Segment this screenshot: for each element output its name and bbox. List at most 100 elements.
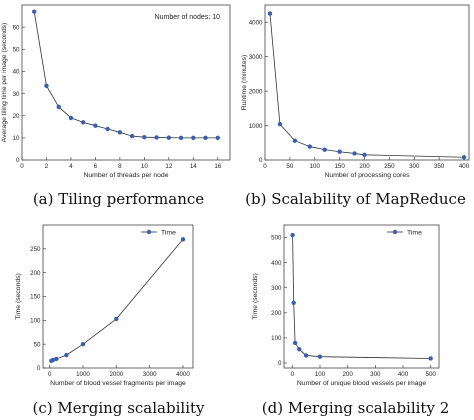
data-point — [292, 340, 298, 346]
series-line — [269, 13, 465, 158]
x-tick-label: 0 — [48, 371, 52, 378]
data-point — [154, 135, 159, 140]
data-point — [166, 135, 172, 140]
data-point — [303, 353, 309, 358]
y-axis-label: Time (seconds) — [15, 273, 22, 320]
chart-annotation: Number of nodes: 10 — [155, 14, 220, 21]
x-tick-label: 200 — [342, 371, 353, 378]
x-tick-label: 200 — [359, 163, 370, 170]
x-tick-label: 10 — [141, 163, 148, 170]
y-tick-label: 10 — [13, 135, 20, 142]
x-tick-label: 50 — [286, 163, 293, 170]
x-tick-label: 250 — [384, 163, 395, 170]
chart-panel-b: 0 50 100 150 200 250 300 350 400 0 1000 2000 3000 400… — [237, 0, 474, 210]
data-point — [362, 152, 367, 158]
y-tick-label: 100 — [30, 318, 41, 325]
series-line — [51, 239, 184, 362]
x-tick-label: 100 — [315, 371, 326, 378]
data-point — [129, 133, 135, 139]
x-tick-label: 14 — [190, 163, 197, 170]
data-point — [317, 354, 323, 359]
data-point — [142, 134, 147, 140]
data-point — [297, 346, 302, 352]
plot-frame — [42, 224, 194, 369]
y-tick-label: 0 — [259, 157, 263, 164]
y-tick-label: 150 — [30, 294, 41, 301]
data-point — [64, 352, 69, 358]
y-tick-label: 20 — [13, 113, 20, 120]
y-tick-label: 200 — [271, 310, 282, 317]
data-point — [80, 120, 86, 125]
y-tick-label: 40 — [13, 69, 20, 76]
data-point — [114, 316, 119, 322]
data-point — [292, 138, 298, 143]
data-point — [307, 144, 312, 149]
y-tick-label: 100 — [271, 335, 282, 342]
x-axis-label: Number of threads per node — [83, 172, 168, 179]
tiling-performance-chart: 0 2 4 6 8 10 12 14 16 0 10 20 30 40 50 60 Number of thre… — [1, 4, 231, 179]
x-tick-label: 12 — [165, 163, 172, 170]
x-tick-label: 300 — [370, 371, 381, 378]
x-tick-label: 400 — [398, 371, 409, 378]
legend-label: Time — [407, 230, 422, 237]
data-point — [80, 341, 86, 347]
x-tick-label: 4 — [69, 163, 73, 170]
data-point — [117, 130, 123, 135]
x-tick-label: 400 — [459, 163, 470, 170]
legend-label: Time — [161, 230, 176, 237]
data-point — [203, 135, 208, 141]
y-axis-label: Average tiling time per image (seconds) — [1, 23, 8, 143]
y-axis-label: Runtime (minutes) — [241, 55, 248, 111]
data-point — [277, 121, 283, 127]
x-tick-label: 500 — [426, 371, 437, 378]
y-tick-label: 3000 — [249, 54, 263, 61]
y-tick-label: 50 — [34, 341, 41, 348]
data-point — [461, 155, 467, 160]
data-point — [178, 135, 184, 141]
y-tick-label: 200 — [30, 270, 41, 277]
chart-caption: (b) Scalability of MapReduce — [245, 190, 466, 208]
y-tick-label: 2000 — [249, 88, 263, 95]
data-point — [44, 83, 49, 89]
chart-caption: (a) Tiling performance — [32, 190, 205, 208]
x-tick-label: 0 — [263, 163, 267, 170]
y-tick-label: 250 — [30, 246, 41, 253]
data-point — [267, 11, 273, 16]
x-tick-label: 300 — [409, 163, 420, 170]
data-point — [93, 123, 98, 128]
y-tick-label: 60 — [13, 24, 20, 31]
y-tick-label: 0 — [278, 360, 282, 367]
chart-panel-a: 0 2 4 6 8 10 12 14 16 0 10 20 30 40 50 60 Number of thre… — [0, 0, 237, 210]
y-tick-label: 300 — [271, 285, 282, 292]
x-tick-label: 1000 — [76, 371, 90, 378]
data-point — [215, 135, 220, 141]
series-line — [33, 11, 218, 139]
data-point — [68, 115, 74, 121]
data-point — [54, 356, 59, 362]
data-point — [180, 237, 186, 242]
chart-caption: (d) Merging scalability 2 — [261, 399, 450, 417]
chart-panel-d: 0 100 200 300 400 500 0 100 200 300 400 500 Number o… — [237, 213, 474, 420]
chart-caption: (c) Merging scalability — [32, 399, 205, 417]
x-axis-label: Number of unique blood vessels per image — [297, 380, 426, 387]
series-line — [292, 235, 431, 359]
x-tick-label: 8 — [118, 163, 122, 170]
data-point — [291, 300, 296, 305]
legend-marker — [392, 229, 398, 235]
x-axis-label: Number of blood vessel fragments per ima… — [50, 380, 186, 387]
data-point — [337, 149, 342, 154]
x-tick-label: 6 — [94, 163, 98, 170]
data-point — [428, 356, 433, 361]
legend-marker — [146, 229, 152, 235]
y-tick-label: 0 — [37, 365, 41, 372]
data-point — [105, 126, 110, 132]
merging-scalability-chart: 0 1000 2000 3000 4000 0 50 100 150 200 250 Number o… — [15, 224, 194, 387]
y-tick-label: 30 — [13, 91, 20, 98]
data-point — [352, 151, 357, 156]
data-point — [290, 232, 295, 238]
y-tick-label: 400 — [271, 260, 282, 267]
x-tick-label: 0 — [291, 371, 295, 378]
x-tick-label: 3000 — [143, 371, 157, 378]
x-tick-label: 350 — [434, 163, 445, 170]
